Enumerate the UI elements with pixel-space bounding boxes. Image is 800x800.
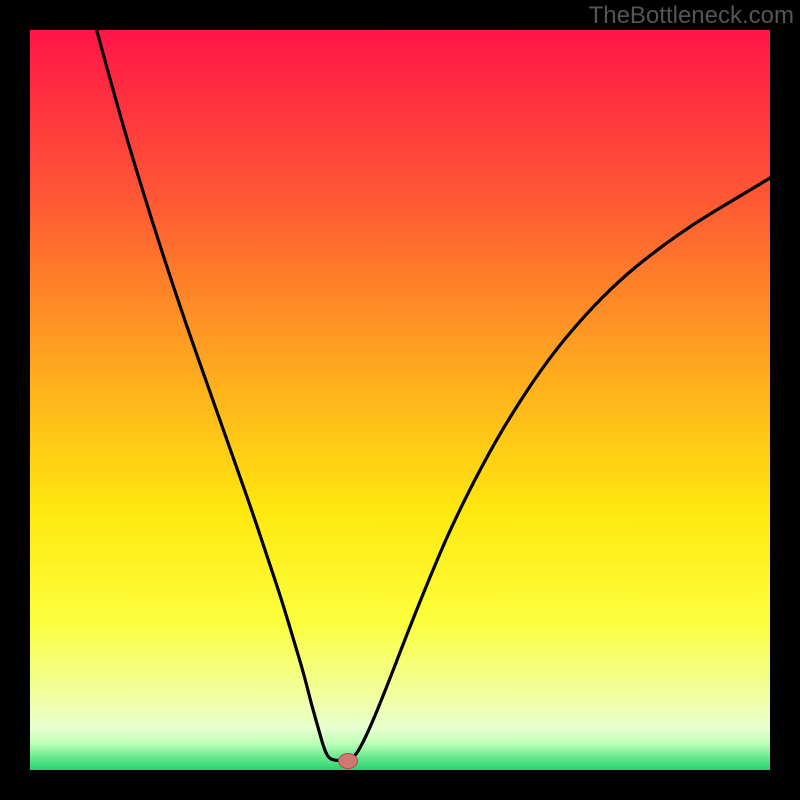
curve-path [97, 30, 770, 760]
bottleneck-curve [30, 30, 770, 770]
chart-stage: TheBottleneck.com [0, 0, 800, 800]
optimum-marker [338, 753, 358, 769]
plot-area [30, 30, 770, 770]
watermark-text: TheBottleneck.com [589, 2, 794, 30]
